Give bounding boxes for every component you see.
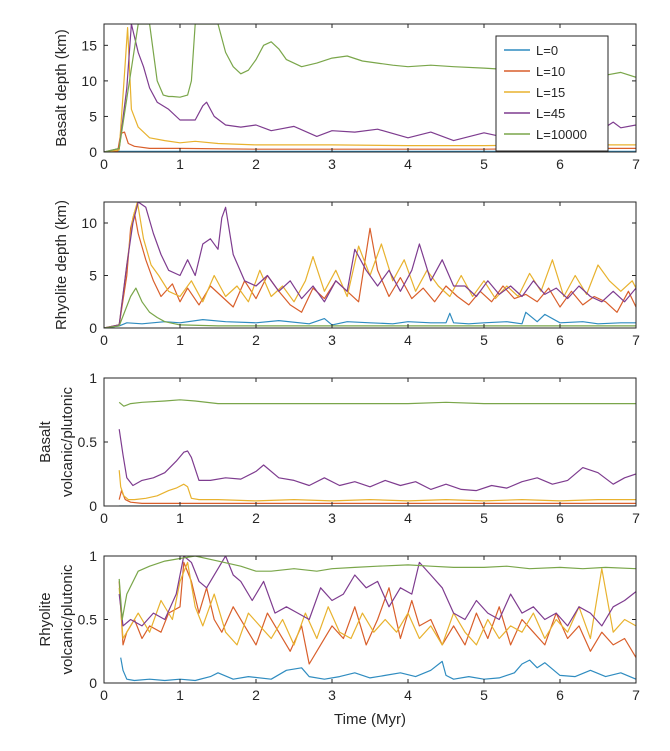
x-tick-label: 6 — [556, 332, 564, 348]
x-tick-label: 6 — [556, 687, 564, 703]
series-line-l-15 — [104, 27, 636, 152]
y-tick-label: 0 — [89, 144, 97, 160]
x-tick-label: 3 — [328, 156, 336, 172]
x-tick-label: 0 — [100, 687, 108, 703]
x-tick-label: 5 — [480, 510, 488, 526]
series-line-l-45 — [104, 202, 636, 328]
x-tick-label: 3 — [328, 687, 336, 703]
y-axis-title: volcanic/plutonic — [59, 564, 76, 675]
series-group — [118, 399, 636, 506]
series-line-l-45 — [118, 556, 636, 627]
plot-area — [104, 556, 636, 683]
panel-4: 0 1 2 3 4 5 6 7 0 0.5 1 Rhyolite volcanic/plutonic — [37, 548, 640, 703]
series-group — [104, 202, 636, 328]
series-group — [118, 556, 636, 682]
series-line-l-10 — [118, 561, 636, 665]
x-tick-label: 7 — [632, 687, 640, 703]
x-tick-label: 4 — [404, 687, 412, 703]
legend-box — [495, 35, 609, 152]
x-tick-label: 3 — [328, 332, 336, 348]
plot-area — [104, 378, 636, 506]
legend-label: L=0 — [536, 43, 558, 58]
y-tick-label: 5 — [89, 268, 97, 284]
x-tick-label: 4 — [404, 510, 412, 526]
x-tick-label: 4 — [404, 332, 412, 348]
y-axis-title: Rhyolite — [37, 592, 54, 646]
legend-label: L=10 — [536, 64, 565, 79]
panel-3: 0 1 2 3 4 5 6 7 0 0.5 1 Basalt volcanic/plutonic — [37, 370, 640, 526]
x-tick-label: 0 — [100, 510, 108, 526]
axes-frame — [103, 23, 637, 153]
x-tick-label: 7 — [632, 332, 640, 348]
series-line-l-10 — [118, 490, 636, 504]
y-tick-label: 10 — [81, 215, 97, 231]
x-tick-label: 2 — [252, 687, 260, 703]
y-tick-label: 0.5 — [78, 434, 98, 450]
x-tick-label: 5 — [480, 332, 488, 348]
x-tick-label: 5 — [480, 156, 488, 172]
series-line-l-45 — [118, 429, 636, 492]
y-tick-label: 1 — [89, 548, 97, 564]
plot-area — [104, 202, 636, 328]
series-line-l-15 — [104, 202, 636, 328]
x-axis-title: Time (Myr) — [334, 711, 406, 728]
series-line-l-10000 — [118, 556, 636, 621]
series-line-l-0 — [104, 311, 636, 328]
x-tick-label: 0 — [100, 332, 108, 348]
y-axis-title: Basalt — [37, 420, 54, 463]
series-line-l-10000 — [104, 287, 636, 328]
x-tick-label: 2 — [252, 332, 260, 348]
y-tick-label: 1 — [89, 370, 97, 386]
x-tick-label: 2 — [252, 156, 260, 172]
series-line-l-10000 — [118, 399, 636, 407]
x-tick-label: 5 — [480, 687, 488, 703]
x-tick-label: 0 — [100, 156, 108, 172]
x-tick-label: 1 — [176, 510, 184, 526]
x-tick-label: 1 — [176, 156, 184, 172]
x-tick-label: 6 — [556, 510, 564, 526]
x-tick-label: 1 — [176, 332, 184, 348]
axes-frame — [103, 201, 637, 329]
series-line-l-10 — [104, 211, 636, 328]
y-axis-title: Basalt depth (km) — [53, 29, 70, 147]
y-tick-label: 10 — [81, 73, 97, 89]
legend: L=0 L=10 L=15 L=45 L=10000 — [495, 35, 609, 152]
x-tick-label: 2 — [252, 510, 260, 526]
y-axis-title: Rhyolite depth (km) — [53, 200, 70, 330]
series-line-l-15 — [118, 561, 636, 646]
y-axis-title: volcanic/plutonic — [59, 386, 76, 497]
x-tick-label: 7 — [632, 156, 640, 172]
y-tick-label: 0 — [89, 675, 97, 691]
y-tick-label: 0.5 — [78, 612, 98, 628]
y-tick-label: 5 — [89, 108, 97, 124]
x-tick-label: 6 — [556, 156, 564, 172]
x-tick-label: 1 — [176, 687, 184, 703]
legend-label: L=15 — [536, 85, 565, 100]
x-tick-label: 4 — [404, 156, 412, 172]
legend-label: L=45 — [536, 106, 565, 121]
y-tick-label: 0 — [89, 320, 97, 336]
x-tick-label: 7 — [632, 510, 640, 526]
y-tick-label: 0 — [89, 498, 97, 514]
legend-label: L=10000 — [536, 127, 587, 142]
series-line-l-15 — [118, 470, 636, 502]
series-line-l-0 — [120, 657, 636, 682]
y-tick-label: 15 — [81, 37, 97, 53]
panel-2: 0 1 2 3 4 5 6 7 0 5 10 Rhyolite depth (km) — [53, 200, 640, 348]
x-tick-label: 3 — [328, 510, 336, 526]
